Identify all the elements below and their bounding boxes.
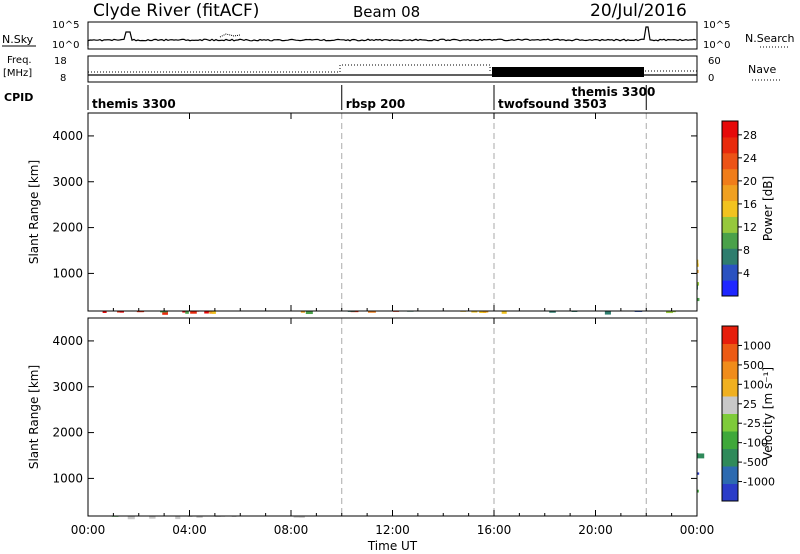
x-axis-label: Time UT	[367, 539, 418, 553]
y-tick-label: 3000	[52, 380, 83, 394]
colorbar-tick-label: 1000	[743, 339, 771, 352]
x-tick-label: 04:00	[172, 523, 207, 537]
y-tick-label: 2000	[52, 221, 83, 235]
cpid-name: themis 3300	[572, 85, 656, 99]
colorbar-swatch	[722, 216, 738, 233]
colorbar-label: Velocity [m s⁻¹]	[761, 367, 775, 460]
colorbar-frame	[721, 120, 739, 297]
colorbar-tick-label: 8	[743, 244, 750, 257]
y-tick-label: 1000	[52, 471, 83, 485]
cpid-label: CPID	[4, 91, 33, 104]
colorbar-label: Power [dB]	[761, 176, 775, 241]
date-title: 20/Jul/2016	[590, 1, 687, 21]
colorbar-tick-label: 24	[743, 152, 757, 165]
heatmap-cell	[604, 309, 611, 315]
colorbar-tick-label: 500	[743, 359, 764, 372]
colorbar-tick-label: 20	[743, 175, 757, 188]
colorbar-tick-label: 25	[743, 398, 757, 411]
colorbar-swatch	[722, 136, 738, 154]
nsky-tick-bottom: 10^0	[52, 40, 79, 51]
heatmap-cell	[209, 310, 214, 314]
colorbar-swatch	[722, 264, 738, 281]
site-title: Clyde River (fitACF)	[93, 1, 260, 21]
colorbar-frame	[721, 325, 739, 502]
colorbar-tick-label: 4	[743, 267, 750, 280]
y-tick-label: 4000	[52, 129, 83, 143]
y-tick-label: 3000	[52, 175, 83, 189]
colorbar-swatch	[722, 448, 738, 467]
panel-bg	[88, 318, 697, 516]
colorbar-swatch	[722, 378, 738, 397]
heatmap-cell	[479, 310, 487, 314]
heatmap-cell	[149, 514, 156, 519]
heatmap-cell	[696, 453, 705, 459]
heatmap-cell	[212, 309, 216, 314]
colorbar-swatch	[722, 326, 738, 344]
colorbar-tick-label: -25	[743, 417, 761, 430]
nsky-tick-top: 10^5	[52, 20, 79, 31]
nsky-panel-frame	[87, 21, 698, 50]
colorbar-swatch	[722, 483, 738, 502]
nave-dense-block	[492, 67, 644, 77]
colorbar-swatch	[722, 248, 738, 265]
colorbar-tick-label: 100	[743, 378, 764, 391]
colorbar-tick-label: -500	[743, 456, 768, 469]
colorbar-swatch	[722, 232, 738, 249]
cpid-name: rbsp 200	[346, 97, 405, 111]
heatmap-cell	[175, 514, 181, 520]
x-tick-label: 12:00	[375, 523, 410, 537]
freq-label: Freq.	[7, 55, 32, 66]
colorbar-swatch	[722, 361, 738, 379]
nave-trace	[88, 64, 697, 73]
colorbar-tick-label: 28	[743, 129, 757, 142]
y-axis-label: Slant Range [km]	[27, 160, 41, 264]
freq-tick-bottom: 8	[60, 73, 66, 84]
colorbar-swatch	[722, 152, 738, 170]
nave-tick-bottom: 0	[708, 73, 714, 84]
x-tick-label: 08:00	[274, 523, 309, 537]
nsearch-tick-top: 10^5	[703, 20, 730, 31]
y-tick-label: 1000	[52, 266, 83, 280]
x-tick-label: 16:00	[477, 523, 512, 537]
nsky-trace	[87, 26, 697, 46]
panel-bg	[88, 113, 697, 311]
heatmap-cell	[305, 309, 313, 315]
y-axis-label: Slant Range [km]	[27, 365, 41, 469]
freq-tick-top: 18	[54, 56, 67, 67]
heatmap-cell	[185, 309, 189, 314]
colorbar-swatch	[722, 396, 738, 414]
nsearch-trace	[219, 33, 241, 38]
y-tick-label: 4000	[52, 334, 83, 348]
freq-panel-frame	[87, 55, 698, 83]
colorbar-tick-label: 12	[743, 221, 757, 234]
colorbar-swatch	[722, 413, 738, 432]
x-tick-label: 20:00	[578, 523, 613, 537]
nave-label: Nave	[748, 63, 776, 76]
y-tick-label: 2000	[52, 426, 83, 440]
x-tick-label: 00:00	[680, 523, 715, 537]
cpid-name: themis 3300	[92, 97, 176, 111]
colorbar-swatch	[722, 466, 738, 484]
colorbar-swatch	[722, 431, 738, 449]
colorbar-swatch	[722, 121, 738, 138]
nsearch-label: N.Search	[745, 32, 795, 45]
colorbar-swatch	[722, 168, 738, 186]
colorbar-swatch	[722, 343, 738, 362]
colorbar-tick-label: -1000	[743, 476, 775, 489]
freq-unit: [MHz]	[3, 68, 32, 79]
colorbar-swatch	[722, 184, 738, 202]
heatmap-cell	[127, 514, 135, 520]
beam-title: Beam 08	[353, 3, 421, 21]
colorbar-swatch	[722, 200, 738, 217]
nsky-label: N.Sky	[2, 33, 34, 46]
x-tick-label: 00:00	[71, 523, 106, 537]
nave-tick-top: 60	[708, 56, 721, 67]
colorbar-swatch	[722, 280, 738, 297]
heatmap-cell	[501, 309, 507, 314]
nsearch-tick-bottom: 10^0	[703, 40, 730, 51]
colorbar-tick-label: -100	[743, 437, 768, 450]
cpid-name: twofsound 3503	[498, 97, 607, 111]
colorbar-tick-label: 16	[743, 198, 757, 211]
